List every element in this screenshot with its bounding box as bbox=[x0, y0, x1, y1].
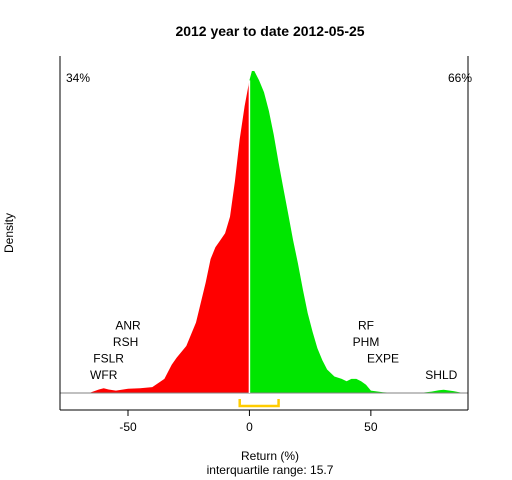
x-axis: -50 0 50 bbox=[59, 56, 469, 434]
x-tick-label: -50 bbox=[119, 420, 137, 434]
annotation-phm: PHM bbox=[353, 335, 380, 349]
pct-positive-label: 66% bbox=[448, 71, 472, 85]
pct-negative-label: 34% bbox=[66, 71, 90, 85]
density-areas bbox=[89, 71, 464, 394]
annotation-shld: SHLD bbox=[425, 368, 457, 382]
annotation-rf: RF bbox=[358, 319, 374, 333]
positive-density-area bbox=[249, 71, 464, 393]
x-tick-label: 50 bbox=[364, 420, 378, 434]
x-axis-label: Return (%) bbox=[241, 449, 299, 463]
annotation-expe: EXPE bbox=[367, 351, 399, 365]
y-axis-label: Density bbox=[2, 213, 16, 253]
ticker-annotations: ANR RSH FSLR WFR RF PHM EXPE SHLD bbox=[90, 319, 458, 382]
annotation-anr: ANR bbox=[115, 319, 141, 333]
iqr-bracket bbox=[238, 399, 280, 408]
annotation-rsh: RSH bbox=[113, 335, 138, 349]
negative-density-area bbox=[89, 80, 250, 394]
annotation-fslr: FSLR bbox=[93, 351, 124, 365]
annotation-wfr: WFR bbox=[90, 368, 118, 382]
iqr-caption: interquartile range: 15.7 bbox=[207, 463, 334, 477]
x-tick-label: 0 bbox=[246, 420, 253, 434]
chart-title: 2012 year to date 2012-05-25 bbox=[175, 23, 364, 39]
